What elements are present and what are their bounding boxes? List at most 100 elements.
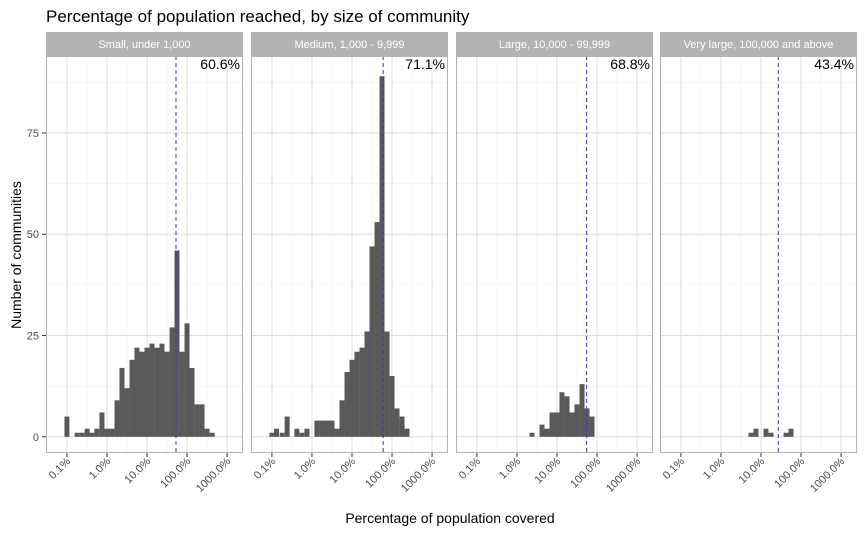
histogram-bar — [564, 396, 570, 437]
panel-background — [660, 56, 857, 453]
x-tick-label: 10.0% — [737, 455, 768, 486]
histogram-bar — [139, 351, 145, 437]
x-tick-label: 1000.0% — [604, 455, 643, 494]
histogram-bar — [559, 392, 565, 437]
y-tick-label: 0 — [33, 432, 39, 444]
histogram-bar — [134, 347, 140, 437]
histogram-bar — [354, 351, 360, 437]
histogram-bar — [549, 412, 555, 437]
x-tick-label: 100.0% — [363, 455, 398, 490]
histogram-bars — [269, 76, 410, 437]
histogram-bar — [304, 428, 310, 437]
histogram-bar — [144, 347, 150, 437]
histogram-bar — [79, 432, 85, 437]
histogram-bar — [154, 347, 160, 437]
histogram-bar — [94, 428, 100, 437]
histogram-bar — [209, 432, 215, 437]
gridlines — [456, 56, 653, 453]
histogram-bar — [159, 343, 165, 437]
panel-border — [456, 56, 653, 453]
histogram-bar — [284, 416, 290, 437]
histogram-bars — [529, 384, 595, 437]
histogram-bar — [169, 327, 175, 437]
histogram-bar — [394, 408, 400, 437]
histogram-bar — [763, 428, 769, 437]
histogram-bar — [279, 432, 285, 437]
x-tick-label: 100.0% — [158, 455, 193, 490]
histogram-bar — [539, 424, 545, 437]
histogram-bar — [129, 359, 135, 437]
x-tick-label: 10.0% — [328, 455, 359, 486]
histogram-bar — [404, 428, 410, 437]
y-axis-title: Number of communities — [8, 181, 24, 329]
histogram-bar — [109, 428, 115, 437]
panel-border — [660, 56, 857, 453]
histogram-bar — [294, 428, 300, 437]
histogram-bar — [783, 432, 789, 437]
histogram-bar — [299, 432, 305, 437]
histogram-bar — [124, 388, 130, 437]
histogram-bar — [788, 428, 794, 437]
panel-background — [456, 56, 653, 453]
histogram-bar — [349, 359, 355, 437]
y-tick-label: 50 — [27, 229, 39, 241]
y-tick-label: 25 — [27, 331, 39, 343]
median-label: 68.8% — [610, 56, 650, 72]
facet-strip — [456, 32, 653, 56]
histogram-bar — [569, 412, 575, 437]
panel-border — [251, 56, 448, 453]
histogram-bar — [384, 331, 390, 437]
facet-strip — [46, 32, 243, 56]
x-tick-label: 1.0% — [292, 455, 318, 481]
histogram-bar — [189, 367, 195, 437]
histogram-bar — [369, 246, 375, 437]
histogram-bar — [314, 420, 320, 437]
histogram-bar — [84, 428, 90, 437]
facet-strip — [660, 32, 857, 56]
histogram-bar — [119, 367, 125, 437]
x-tick-label: 1000.0% — [194, 455, 233, 494]
facet-strip-label: Large, 10,000 - 99,999 — [499, 39, 610, 51]
histogram-bar — [554, 412, 560, 437]
histogram-bar — [319, 420, 325, 437]
histogram-bar — [269, 432, 275, 437]
histogram-bar — [574, 404, 580, 437]
facet-strip-label: Small, under 1,000 — [98, 39, 190, 51]
median-label: 71.1% — [405, 56, 445, 72]
chart-title: Percentage of population reached, by siz… — [46, 7, 470, 26]
histogram-bar — [164, 351, 170, 437]
x-axis: 0.1% 1.0% 10.0% 100.0% 1000.0% — [457, 453, 643, 495]
x-tick-label: 0.1% — [661, 455, 687, 481]
histogram-bar — [399, 416, 405, 437]
x-tick-label: 100.0% — [568, 455, 603, 490]
x-tick-label: 10.0% — [533, 455, 564, 486]
facet-strip-label: Very large, 100,000 and above — [684, 39, 834, 51]
histogram-bar — [359, 347, 365, 437]
x-axis: 0.1% 1.0% 10.0% 100.0% 1000.0% — [252, 453, 438, 495]
histogram-bar — [179, 351, 185, 437]
histogram-bar — [334, 428, 340, 437]
x-tick-label: 0.1% — [47, 455, 73, 481]
histogram-bars — [64, 250, 215, 437]
histogram-bar — [748, 432, 754, 437]
histogram-bar — [74, 432, 80, 437]
x-tick-label: 1.0% — [87, 455, 113, 481]
histogram-bar — [149, 343, 155, 437]
histogram-bar — [99, 412, 105, 437]
x-tick-label: 1000.0% — [399, 455, 438, 494]
histogram-bar — [339, 400, 345, 437]
facet-panel: Very large, 100,000 and above 43.4% 0.1% 1.… — [660, 32, 857, 495]
histogram-bar — [589, 416, 595, 437]
x-tick-label: 1.0% — [701, 455, 727, 481]
histogram-bar — [364, 331, 370, 437]
histogram-bar — [204, 428, 210, 437]
x-tick-label: 1000.0% — [808, 455, 847, 494]
histogram-bar — [529, 432, 535, 437]
histogram-bar — [199, 404, 205, 437]
histogram-bar — [194, 404, 200, 437]
histogram-bar — [114, 400, 120, 437]
histogram-bar — [64, 416, 70, 437]
